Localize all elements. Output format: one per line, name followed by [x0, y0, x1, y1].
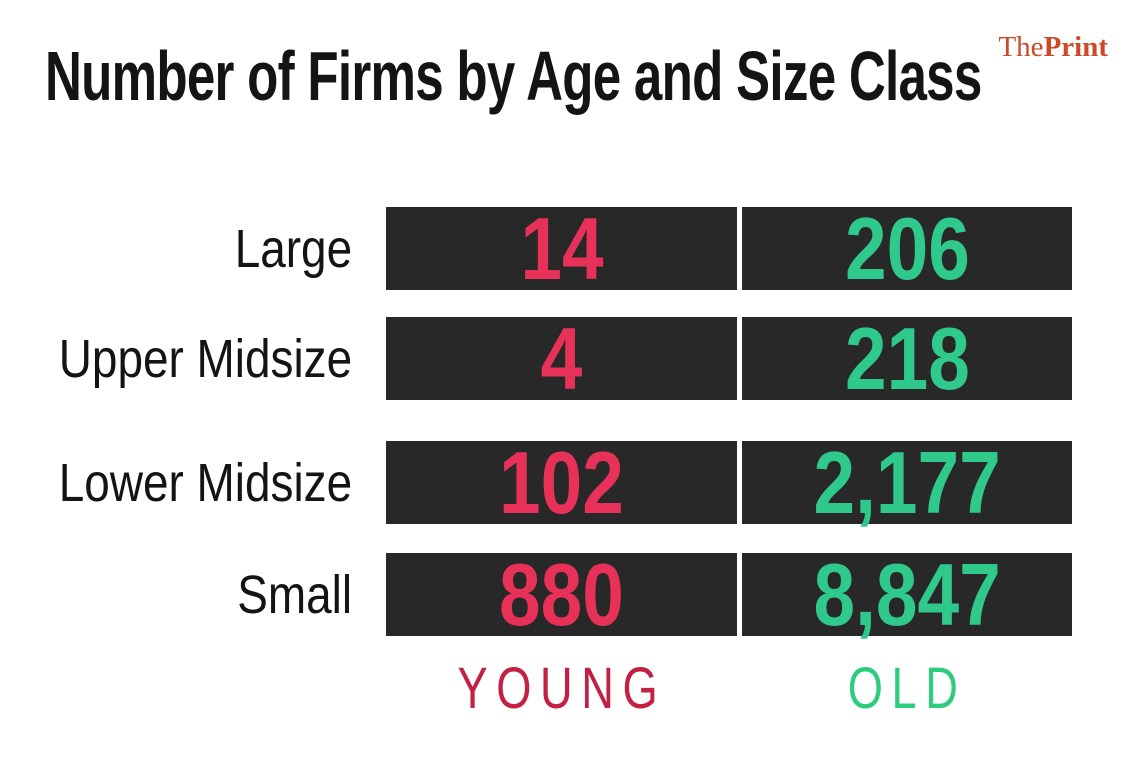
cell-value: 2,177: [813, 432, 1001, 532]
cell-value: 102: [499, 432, 624, 532]
cell-small-young: 880: [386, 544, 737, 644]
column-label-text: YOUNG: [457, 656, 666, 721]
cell-value: 4: [540, 308, 583, 408]
row-label-large: Large: [0, 207, 368, 290]
row-label-lower-midsize: Lower Midsize: [0, 441, 368, 524]
row-label-text: Large: [234, 218, 352, 279]
column-label-young: YOUNG: [386, 658, 737, 720]
row-label-text: Lower Midsize: [58, 452, 352, 513]
row-label-small: Small: [0, 553, 368, 636]
column-label-old: OLD: [742, 658, 1072, 720]
cell-upper-midsize-old: 218: [742, 308, 1072, 408]
cell-upper-midsize-young: 4: [386, 308, 737, 408]
cell-value: 8,847: [813, 544, 1001, 644]
cell-value: 206: [844, 198, 970, 298]
cell-lower-midsize-old: 2,177: [742, 432, 1072, 532]
cell-value: 218: [844, 308, 970, 408]
cell-small-old: 8,847: [742, 544, 1072, 644]
cell-value: 14: [519, 198, 604, 298]
column-label-text: OLD: [847, 656, 967, 721]
logo-print: Print: [1043, 31, 1108, 63]
cell-lower-midsize-young: 102: [386, 432, 737, 532]
page-title: Number of Firms by Age and Size Class: [45, 37, 982, 115]
theprint-logo: ThePrint: [998, 33, 1108, 62]
cell-value: 880: [499, 544, 624, 644]
logo-the: The: [998, 31, 1044, 63]
row-label-text: Upper Midsize: [58, 328, 352, 389]
cell-large-young: 14: [386, 198, 737, 298]
row-label-text: Small: [237, 564, 352, 625]
row-label-upper-midsize: Upper Midsize: [0, 317, 368, 400]
cell-large-old: 206: [742, 198, 1072, 298]
